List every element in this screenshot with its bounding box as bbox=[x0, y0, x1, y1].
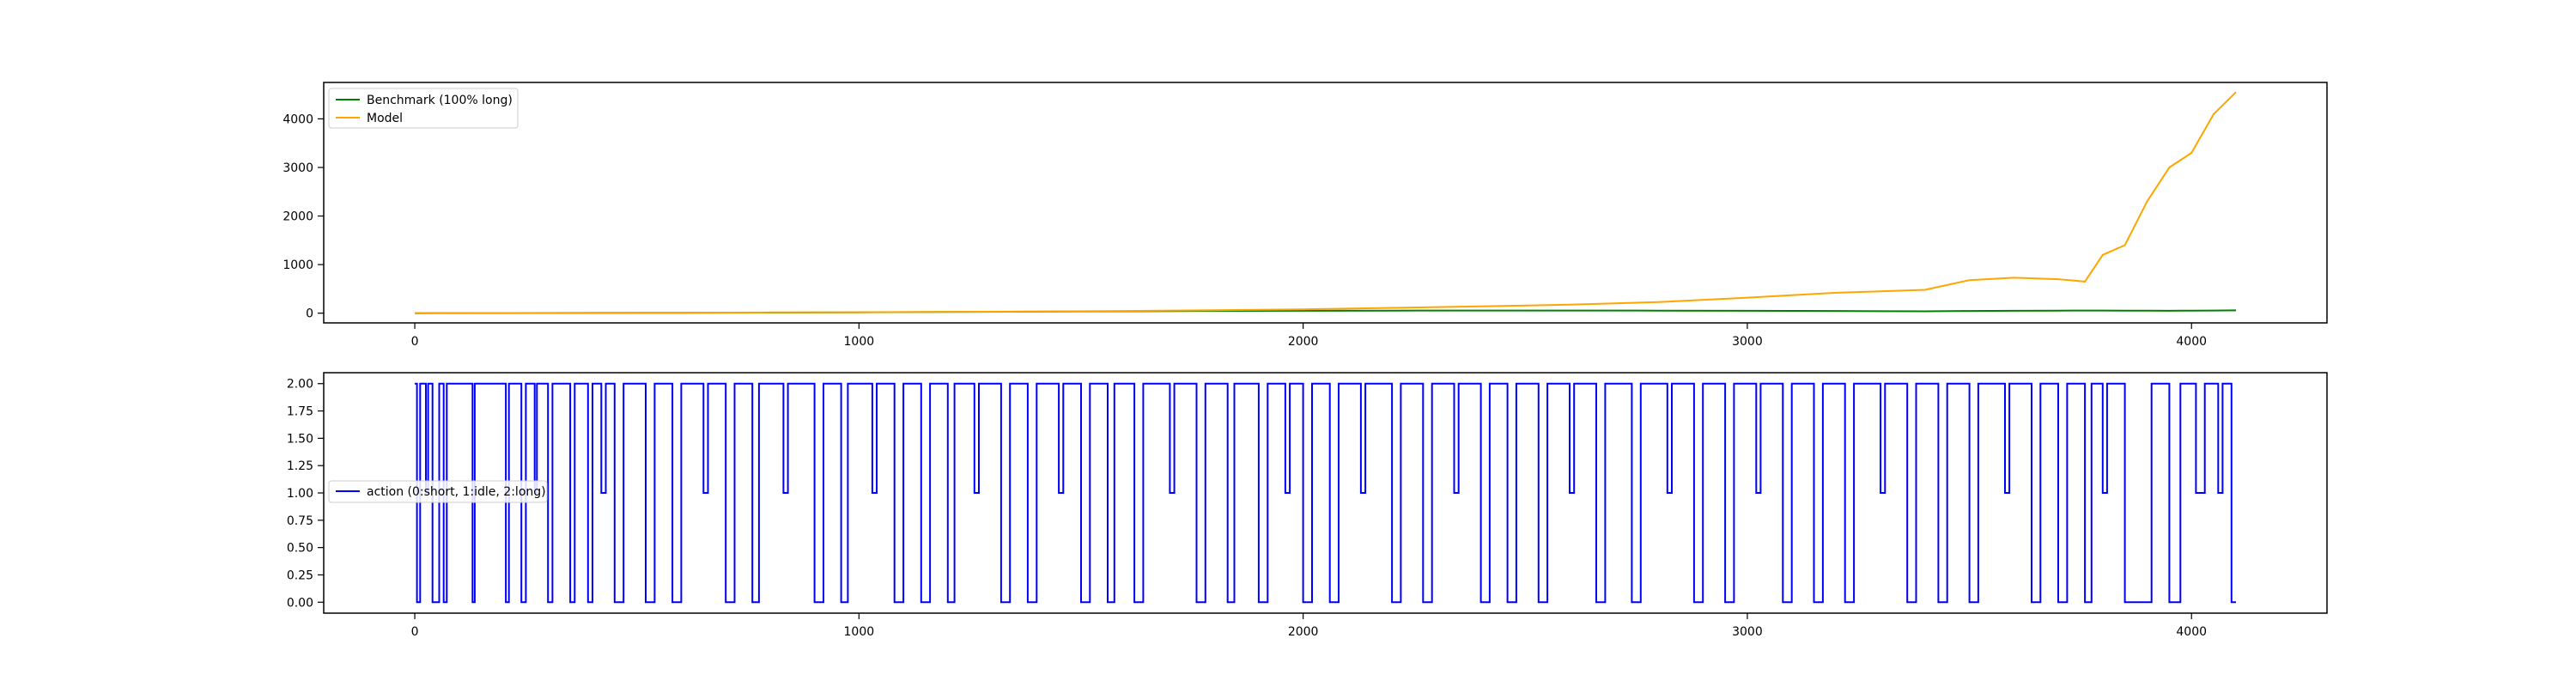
value-chart: 0 1000 2000 3000 4000 0 1000 2000 3000 4000 Bench… bbox=[283, 82, 2328, 349]
legend-frame bbox=[328, 88, 519, 129]
legend-frame bbox=[328, 480, 548, 503]
y-tick-label: 1.00 bbox=[287, 487, 313, 501]
x-tick-label: 3000 bbox=[1732, 625, 1763, 639]
x-tick-label: 0 bbox=[411, 625, 419, 639]
action-chart-plot-area: 0 1000 2000 3000 4000 0.00 0.25 0.50 0.75 1.00 1.2… bbox=[287, 372, 2328, 639]
y-tick-label: 3000 bbox=[283, 161, 313, 175]
y-tick-label: 0 bbox=[306, 307, 313, 321]
y-tick-label: 0.75 bbox=[287, 514, 313, 528]
y-tick-label: 2.00 bbox=[287, 378, 313, 392]
y-tick-label: 1.25 bbox=[287, 459, 313, 473]
y-tick-label: 0.00 bbox=[287, 596, 313, 610]
y-tick-label: 2000 bbox=[283, 210, 313, 224]
y-tick-label: 1.50 bbox=[287, 432, 313, 446]
y-tick-label: 4000 bbox=[283, 112, 313, 126]
legend-label-benchmark: Benchmark (100% long) bbox=[367, 94, 513, 107]
x-tick-label: 1000 bbox=[844, 335, 875, 349]
axes-frame bbox=[323, 82, 2328, 324]
x-tick-label: 2000 bbox=[1288, 335, 1319, 349]
legend-label-model: Model bbox=[367, 112, 403, 125]
action-chart-legend: action (0:short, 1:idle, 2:long) bbox=[328, 480, 548, 503]
y-tick-label: 0.25 bbox=[287, 568, 313, 582]
x-tick-label: 1000 bbox=[844, 625, 875, 639]
y-tick-label: 0.50 bbox=[287, 542, 313, 556]
y-tick-label: 1.75 bbox=[287, 405, 313, 419]
x-tick-label: 4000 bbox=[2176, 625, 2207, 639]
value-chart-plot-area: 0 1000 2000 3000 4000 0 1000 2000 3000 4000 bbox=[283, 82, 2328, 349]
x-tick-label: 0 bbox=[411, 335, 419, 349]
x-tick-label: 4000 bbox=[2176, 335, 2207, 349]
legend-label-action: action (0:short, 1:idle, 2:long) bbox=[367, 485, 546, 499]
series-line-2 bbox=[414, 91, 2237, 314]
value-chart-legend: Benchmark (100% long) Model bbox=[328, 88, 519, 129]
series-line-1 bbox=[415, 382, 2236, 604]
y-tick-label: 1000 bbox=[283, 258, 313, 272]
x-tick-label: 2000 bbox=[1288, 625, 1319, 639]
x-tick-label: 3000 bbox=[1732, 335, 1763, 349]
action-chart: 0 1000 2000 3000 4000 0.00 0.25 0.50 0.75 1.00 1.2… bbox=[287, 372, 2328, 639]
